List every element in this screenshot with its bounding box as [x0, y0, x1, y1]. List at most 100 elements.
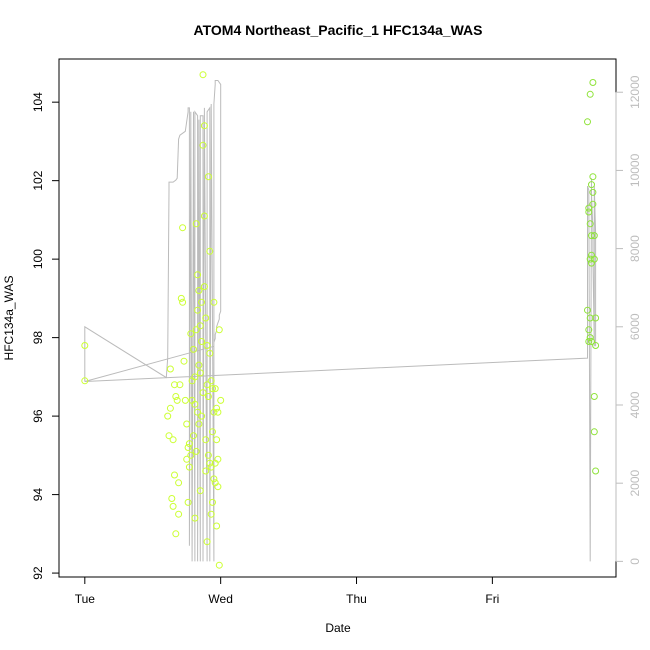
altitude-line-layer: [84, 80, 597, 562]
data-point: [214, 483, 222, 491]
y2-tick-label: 0: [628, 558, 642, 565]
data-point: [195, 287, 203, 294]
data-point: [207, 463, 215, 471]
data-point: [589, 200, 597, 208]
data-point: [586, 90, 594, 98]
data-point: [203, 538, 211, 546]
data-point: [81, 377, 89, 385]
data-point: [214, 408, 222, 416]
data-point: [185, 463, 193, 471]
data-point: [588, 338, 595, 345]
x-tick-label: Fri: [485, 592, 499, 606]
data-point: [171, 381, 178, 389]
y-tick-label: 94: [31, 488, 45, 502]
data-point: [180, 357, 188, 365]
data-point: [207, 510, 215, 518]
data-point: [592, 314, 600, 322]
data-point: [198, 338, 206, 345]
data-point: [190, 345, 197, 353]
points-layer: [81, 71, 600, 569]
data-point: [175, 479, 183, 487]
data-point: [184, 498, 192, 506]
data-point: [199, 71, 207, 79]
data-point: [213, 436, 221, 444]
data-point: [211, 385, 219, 393]
data-point: [203, 381, 211, 389]
data-point: [196, 369, 204, 377]
data-point: [165, 432, 173, 440]
data-point: [203, 342, 211, 349]
data-point: [166, 365, 174, 373]
data-point: [592, 342, 600, 349]
data-point: [166, 404, 174, 412]
data-point: [590, 428, 598, 436]
data-point: [584, 306, 591, 314]
data-point: [202, 436, 210, 444]
data-point: [164, 412, 172, 420]
x-axis-label: Date: [325, 621, 351, 635]
data-point: [195, 361, 203, 369]
data-point: [586, 314, 594, 322]
data-point: [207, 377, 215, 385]
data-point: [194, 271, 202, 279]
data-point: [175, 510, 183, 518]
data-point: [192, 220, 200, 228]
data-point: [168, 495, 176, 502]
data-point: [210, 298, 218, 306]
data-point: [177, 294, 185, 302]
y2-tick-label: 10000: [628, 153, 642, 187]
data-point: [215, 326, 223, 334]
y-tick-label: 98: [31, 331, 45, 345]
data-point: [200, 283, 208, 291]
data-point: [584, 118, 591, 126]
data-point: [204, 393, 212, 400]
chart-title: ATOM4 Northeast_Pacific_1 HFC134a_WAS: [194, 22, 483, 38]
data-point: [209, 498, 216, 506]
data-point: [196, 322, 204, 330]
data-point: [195, 420, 203, 428]
data-point: [192, 447, 200, 455]
y-axis-left: 92 94 96 98 100 102 104: [31, 92, 60, 580]
x-tick-label: Tue: [75, 592, 96, 606]
plot-frame: [58, 58, 617, 578]
data-point: [191, 400, 199, 408]
y2-tick-label: 6000: [628, 313, 642, 340]
data-point: [586, 334, 594, 342]
data-point: [169, 502, 177, 510]
data-point: [190, 432, 197, 440]
y-tick-label: 104: [31, 92, 45, 112]
data-point: [192, 326, 200, 334]
data-point: [194, 306, 202, 314]
data-point: [588, 232, 595, 240]
y-tick-label: 92: [31, 566, 45, 580]
x-axis: Tue Wed Thu Fri: [75, 576, 499, 606]
data-point: [209, 385, 216, 393]
data-point: [199, 389, 207, 397]
data-point: [179, 298, 187, 306]
data-point: [215, 561, 223, 569]
data-point: [585, 326, 593, 334]
data-point: [194, 408, 202, 416]
y-tick-label: 102: [31, 170, 45, 190]
data-point: [183, 455, 191, 463]
data-point: [173, 396, 181, 404]
data-point: [187, 451, 195, 459]
data-point: [592, 467, 600, 475]
data-point: [200, 122, 208, 130]
y2-tick-label: 2000: [628, 470, 642, 497]
data-point: [590, 232, 598, 240]
y-tick-label: 96: [31, 409, 45, 423]
data-point: [588, 181, 595, 189]
y2-tick-label: 12000: [628, 75, 642, 109]
data-point: [589, 188, 597, 196]
data-point: [171, 471, 178, 479]
data-point: [213, 522, 221, 530]
data-point: [586, 220, 594, 228]
data-point: [81, 342, 89, 349]
data-point: [183, 420, 191, 428]
data-point: [200, 212, 208, 220]
data-point: [585, 208, 593, 216]
data-point: [590, 255, 598, 263]
data-point: [217, 396, 225, 404]
